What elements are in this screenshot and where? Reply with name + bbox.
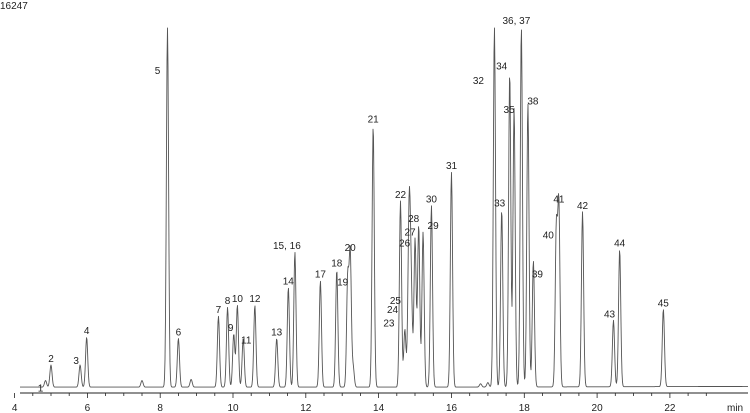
peak-label: 19: [337, 277, 349, 288]
peak-label: 2: [48, 354, 54, 365]
peak-label: 1: [38, 383, 44, 394]
x-tick-label: 8: [157, 403, 163, 413]
peak-label: 25: [390, 296, 402, 307]
peak-label: 27: [404, 228, 416, 239]
peak-label: 44: [614, 239, 626, 250]
peak-label: 35: [504, 105, 516, 116]
peak-label: 18: [331, 259, 343, 270]
peak-label: 29: [428, 221, 440, 232]
peak-label: 13: [271, 327, 283, 338]
peak-label: 42: [577, 201, 589, 212]
peak-label: 10: [232, 294, 244, 305]
peak-label: 26: [399, 239, 411, 250]
peak-label: 8: [225, 296, 231, 307]
peak-label: 4: [84, 326, 90, 337]
x-tick-label: 20: [592, 403, 604, 413]
peak-label: 12: [249, 294, 261, 305]
peak-label: 39: [532, 270, 544, 281]
peak-label: 3: [73, 356, 79, 367]
y-max-label: 16247: [0, 1, 28, 12]
peak-label: 31: [446, 161, 458, 172]
peak-label: 36, 37: [502, 16, 530, 27]
peak-label: 32: [473, 76, 485, 87]
peak-label: 9: [228, 323, 234, 334]
peak-label: 43: [604, 310, 616, 321]
peak-label: 20: [345, 243, 357, 254]
x-tick-label: 10: [227, 403, 239, 413]
peak-label: 41: [553, 194, 565, 205]
x-tick-label: 14: [373, 403, 385, 413]
x-tick-label: 12: [300, 403, 312, 413]
chromatogram-trace: [20, 27, 748, 388]
x-tick-label: 16: [446, 403, 458, 413]
peak-label: 17: [315, 270, 327, 281]
peak-label: 38: [527, 96, 539, 107]
peak-label: 34: [496, 61, 508, 72]
peak-label: 28: [408, 214, 420, 225]
peak-label: 14: [283, 276, 295, 287]
peak-label: 11: [241, 335, 252, 346]
x-tick-label: 4: [12, 403, 18, 413]
peak-label: 40: [543, 231, 555, 242]
peak-label: 21: [368, 115, 380, 126]
x-axis-unit: min: [727, 403, 743, 413]
peak-label: 33: [494, 199, 506, 210]
peak-label: 5: [155, 66, 161, 77]
peak-label: 7: [216, 305, 222, 316]
x-axis-ticks: 4 6 8 10 12 14 16 18 20 22: [12, 393, 707, 413]
peak-label: 30: [426, 194, 438, 205]
peak-label: 15, 16: [273, 241, 301, 252]
peak-label: 45: [658, 298, 670, 309]
peak-label: 24: [387, 305, 399, 316]
x-tick-label: 18: [519, 403, 531, 413]
x-tick-label: 6: [85, 403, 91, 413]
x-tick-label: 22: [664, 403, 676, 413]
peak-label: 23: [383, 318, 395, 329]
peak-label: 22: [395, 190, 407, 201]
peak-label: 6: [176, 327, 182, 338]
